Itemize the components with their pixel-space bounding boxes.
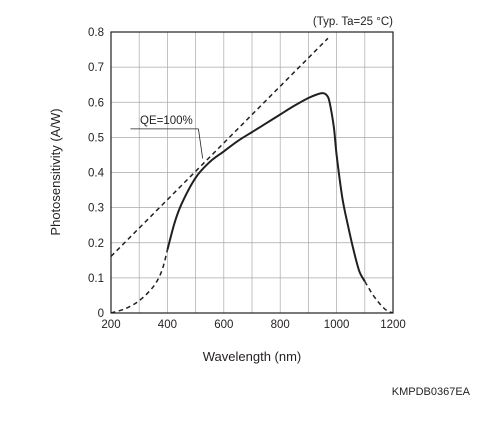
y-axis-ticks: 0 0.1 0.2 0.3 0.4 0.5 0.6 0.7 0.8: [88, 27, 105, 320]
y-tick-label: 0.8: [88, 27, 104, 39]
x-axis-label: Wavelength (nm): [203, 349, 302, 364]
y-tick-label: 0.3: [88, 203, 104, 215]
x-tick-label: 600: [214, 319, 233, 331]
qe-annotation-leader-tail: [198, 128, 204, 159]
x-tick-label: 1000: [324, 319, 350, 331]
photosensitivity-curve: [166, 92, 366, 282]
series-group: [111, 37, 393, 313]
grid-lines: [111, 32, 393, 313]
plot-frame: [110, 31, 394, 314]
x-tick-label: 200: [101, 319, 120, 331]
qe-annotation: QE=100%: [140, 115, 193, 127]
y-tick-label: 0.4: [88, 168, 105, 180]
x-tick-label: 400: [158, 319, 177, 331]
y-axis-label: Photosensitivity (A/W): [48, 108, 63, 235]
y-tick-label: 0.6: [88, 97, 104, 109]
x-axis-ticks: 200 400 600 800 1000 1200: [101, 319, 405, 331]
qe-100-line: [111, 37, 329, 257]
y-tick-label: 0.1: [88, 273, 104, 285]
y-tick-label: 0.2: [88, 238, 104, 250]
photosensitivity-curve-extension: [364, 281, 393, 313]
condition-note: (Typ. Ta=25 °C): [313, 16, 393, 28]
figure-code: KMPDB0367EA: [392, 386, 471, 398]
x-tick-label: 800: [271, 319, 290, 331]
photosensitivity-curve-extension: [111, 249, 169, 313]
y-tick-label: 0.7: [88, 62, 104, 74]
y-tick-label: 0.5: [88, 132, 104, 144]
x-tick-label: 1200: [380, 319, 406, 331]
y-tick-label: 0: [98, 308, 104, 320]
